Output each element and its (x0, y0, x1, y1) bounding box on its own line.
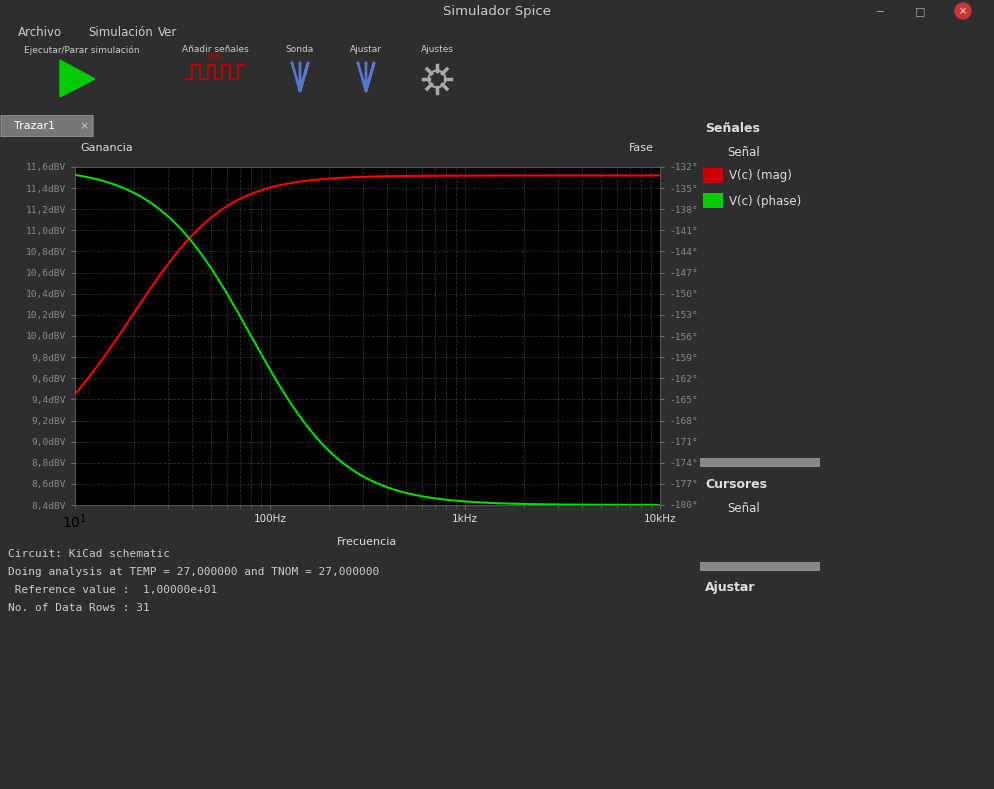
Text: Ajustar: Ajustar (350, 46, 382, 54)
Polygon shape (60, 60, 94, 97)
Text: V(c) (mag): V(c) (mag) (729, 170, 791, 182)
Text: Archivo: Archivo (18, 25, 62, 39)
Text: Simulador Spice: Simulador Spice (442, 5, 551, 17)
Bar (703, 193, 723, 208)
FancyBboxPatch shape (1, 115, 92, 137)
Text: ─: ─ (876, 6, 883, 16)
Text: Reference value :  1,00000e+01: Reference value : 1,00000e+01 (8, 585, 217, 595)
X-axis label: Frecuencia: Frecuencia (337, 537, 398, 547)
Text: Señales: Señales (705, 122, 759, 134)
Text: □: □ (913, 6, 924, 16)
Text: Ejecutar/Parar simulación: Ejecutar/Parar simulación (24, 45, 140, 54)
Text: Señal: Señal (727, 502, 759, 514)
Bar (700, 562, 819, 571)
Text: Sonda: Sonda (285, 46, 314, 54)
Text: V(c) (phase): V(c) (phase) (729, 195, 800, 208)
Text: Simulación: Simulación (87, 25, 153, 39)
Text: ×: × (80, 121, 88, 131)
Text: Cursores: Cursores (705, 477, 766, 491)
Text: Señal: Señal (727, 145, 759, 159)
Text: Ganancia: Ganancia (81, 144, 133, 154)
Text: Circuit: KiCad schematic: Circuit: KiCad schematic (8, 549, 170, 559)
Text: ×: × (958, 6, 966, 16)
Text: Añadir señales: Añadir señales (182, 46, 248, 54)
Bar (703, 168, 723, 183)
Text: No. of Data Rows : 31: No. of Data Rows : 31 (8, 603, 150, 613)
Text: Trazar1: Trazar1 (14, 121, 55, 131)
Text: Ver: Ver (158, 25, 177, 39)
Text: V(t): V(t) (207, 53, 223, 62)
Bar (700, 458, 819, 467)
Text: Ajustes: Ajustes (420, 46, 453, 54)
Text: Doing analysis at TEMP = 27,000000 and TNOM = 27,000000: Doing analysis at TEMP = 27,000000 and T… (8, 567, 379, 577)
Circle shape (954, 3, 970, 19)
Text: Fase: Fase (628, 144, 653, 154)
Text: Ajustar: Ajustar (705, 581, 754, 594)
